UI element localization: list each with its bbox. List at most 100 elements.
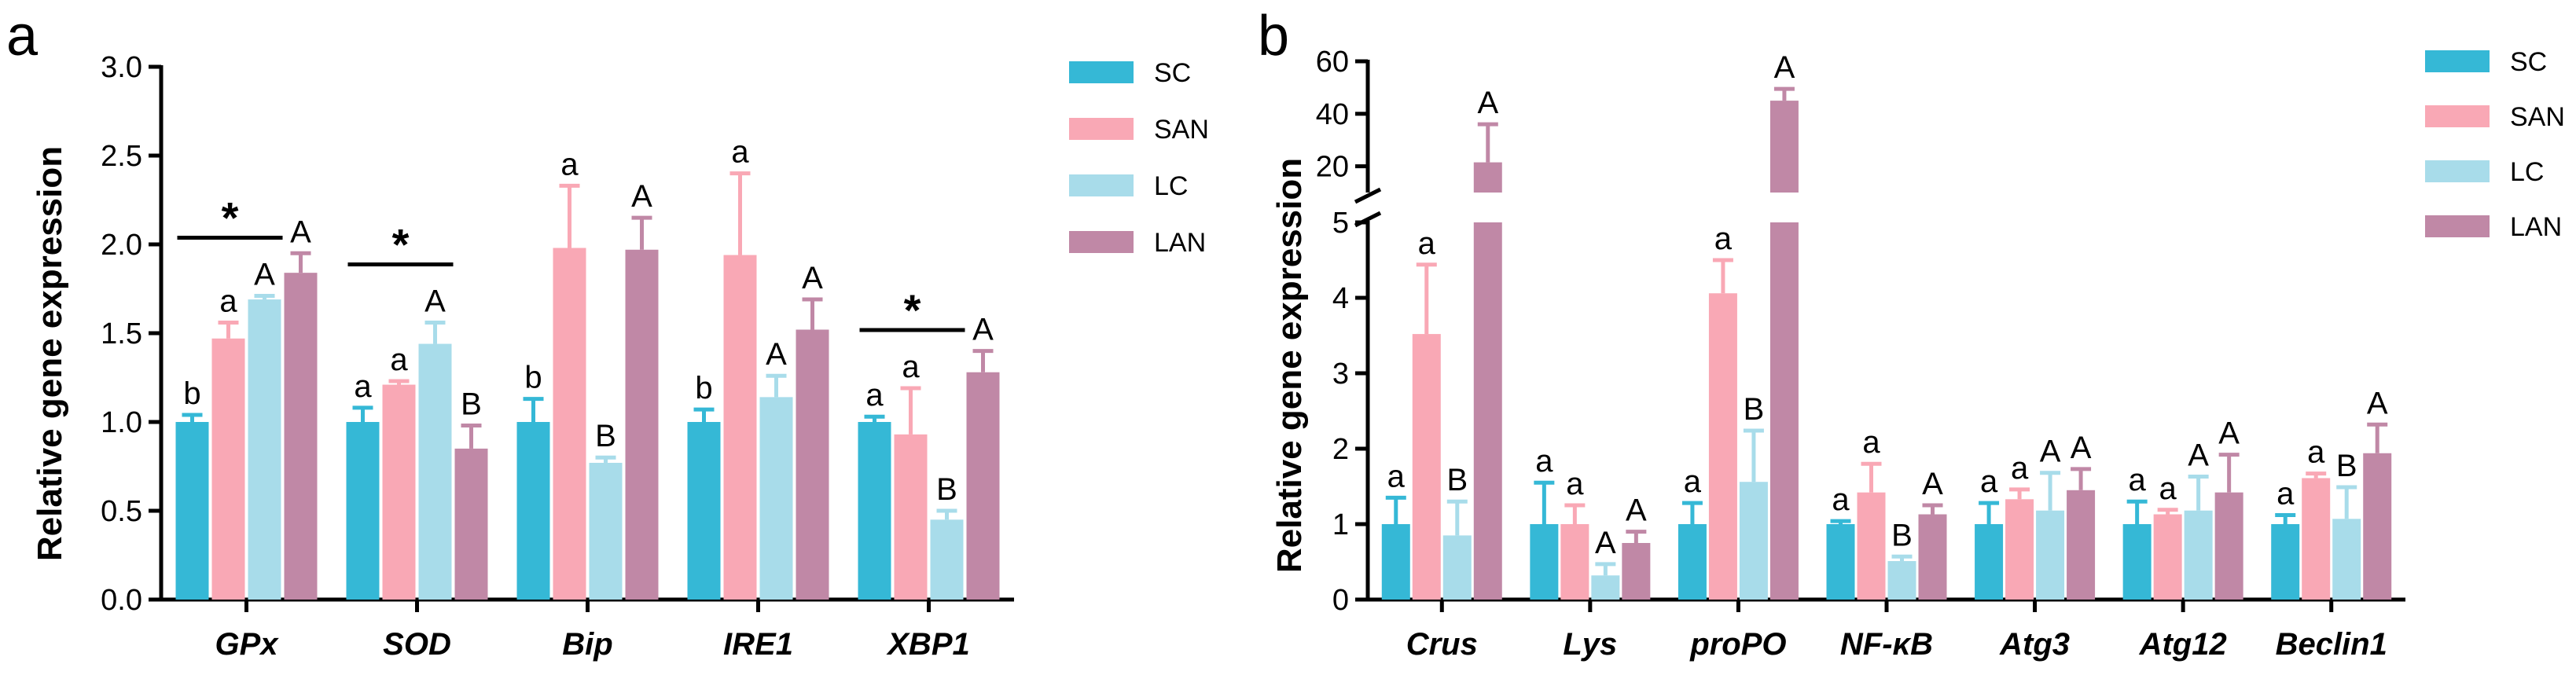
panel-a-letter-sc: b [524,361,542,395]
panel-a-bar-san [894,434,928,600]
panel-b-letter-san: a [2159,471,2177,506]
panel-b-letter-sc: a [1832,482,1850,517]
panel-b-letter-sc: a [1684,464,1702,499]
panel-b-letter-sc: a [1387,459,1406,493]
panel-a-bar-san [723,255,757,600]
panel-a-bar-sc [858,422,891,600]
panel-a-legend-swatch-lan [1069,231,1134,253]
panel-a-letter-lan: A [290,215,311,249]
panel-a-y-tick-label: 2.0 [101,229,142,262]
panel-a-letter-lan: A [972,313,994,347]
panel-b-y-tick-label: 2 [1332,433,1349,466]
panel-b-letter-san: a [1862,425,1880,460]
panel-a-legend-swatch-sc [1069,61,1134,83]
panel-a-legend-label-lc: LC [1154,171,1188,201]
panel-a-bar-lan [966,372,1000,600]
panel-a-category-label-xbp1: XBP1 [886,627,970,662]
panel-a-bar-lan [284,273,318,600]
panel-a-bar-lc [418,343,452,600]
panel-b-legend-swatch-lan [2425,215,2490,237]
panel-a-bar-lc [248,299,281,600]
panel-b-letter-lan: A [2218,416,2240,451]
panel-b-legend-swatch-san [2425,105,2490,127]
panel-b-category-label-atg12: Atg12 [2139,627,2227,662]
panel-a-letter-sc: b [695,371,712,405]
panel-a-bar-lc [930,519,964,600]
panel-a-letter-sc: b [183,376,200,411]
panel-b-y-tick-label: 4 [1332,282,1349,315]
panel-b-bar-lan [2214,492,2243,600]
panel-b-letter-san: a [2011,451,2029,486]
panel-b-bar-san [1560,524,1589,600]
panel-b-bar-lan-upper [1473,162,1502,193]
panel-b-legend-label-lc: LC [2510,157,2544,187]
panel-b-letter-sc: a [1980,464,1998,499]
panel-b-letter-lc: A [2188,438,2209,473]
panel-b-legend-swatch-lc [2425,160,2490,182]
panel-b-y-tick-label: 40 [1316,98,1349,131]
panel-b-bar-sc [2271,524,2300,600]
panel-b-bar-lan-upper [1769,101,1799,193]
panel-a-letter-sc: a [865,378,884,413]
panel-b-bar-lan [2363,453,2392,600]
panel-b-category-label-nf-κb: NF-κB [1840,627,1933,662]
panel-b-category-label-propo: proPO [1689,627,1786,662]
panel-b-bar-san [1708,293,1737,600]
panel-a-letter-lc: B [936,472,957,507]
panel-a-bar-sc [687,422,721,600]
panel-a-letter-san: a [219,284,237,318]
panel-a-legend-swatch-san [1069,118,1134,140]
panel-b-category-label-lys: Lys [1563,627,1617,662]
panel-b-bar-san [2302,478,2331,600]
panel-b-letter-san: a [1418,226,1436,261]
panel-a-bar-sc [175,422,209,600]
panel-b-axis-break-mark [1354,187,1382,204]
panel-b-bar-lan [1622,543,1651,600]
panel-a-legend-label-sc: SC [1154,58,1191,88]
panel-a-letter-lan: B [461,387,482,422]
panel-b-letter: b [1258,5,1289,68]
panel-b-bar-sc [1678,524,1707,600]
panel-a-y-tick-label: 2.5 [101,140,142,173]
panel-b-y-tick-label: 20 [1316,151,1349,184]
panel-b-bar-sc [2122,524,2152,600]
panel-a-letter-san: a [560,147,579,182]
panel-b-y-tick-label: 3 [1332,358,1349,391]
panel-b-y-tick-label: 1 [1332,508,1349,541]
panel-a-legend-label-lan: LAN [1154,228,1206,258]
panel-a-letter-san: a [390,343,408,377]
panel-a-letter-lc: B [595,419,616,453]
panel-b-bar-lc [1591,575,1620,600]
panel-b-letter-sc: a [2129,463,2147,497]
panel-b-letter-lc: B [1446,463,1468,497]
panel-a-bar-sc [346,422,380,600]
panel-b-letter-lan: A [2071,431,2092,465]
panel-b-letter-san: a [1566,467,1584,501]
panel-b-letter-lc: B [2336,449,2357,483]
panel-a-y-tick-label: 3.0 [101,51,142,84]
panel-b-letter-sc: a [2277,476,2295,511]
panel-a-category-label-gpx: GPx [215,627,279,662]
panel-b-letter-lan: A [1626,493,1647,528]
panel-b-bar-san [1412,334,1441,600]
panel-a-bar-san [382,384,416,600]
panel-b-letter-sc: a [1535,444,1553,479]
panel-b-category-label-crus: Crus [1406,627,1478,662]
panel-a-letter-san: a [731,135,749,170]
panel-a-letter-lc: A [766,337,787,372]
panel-b-bar-lc [1739,482,1768,600]
panel-b-bar-sc [1975,524,2004,600]
panel-b-bar-sc [1826,524,1855,600]
panel-a-significance-star: * [392,219,410,269]
panel-b-letter-lc: B [1744,392,1765,427]
panel-b-bar-san [2005,499,2034,600]
panel-b-legend-label-sc: SC [2510,47,2547,77]
panel-b-category-label-atg3: Atg3 [1999,627,2070,662]
panel-b-letter-lc: A [1595,526,1616,560]
panel-b-chart: 012345204060CrusaaBALysaaAAproPOaaBANF-κ… [1316,46,2565,662]
panel-b-bar-lc [2036,510,2065,600]
panel-b-bar-lan-lower [1769,222,1799,600]
panel-b-letter-lc: A [2040,435,2061,469]
panel-a-bar-lc [589,462,623,600]
